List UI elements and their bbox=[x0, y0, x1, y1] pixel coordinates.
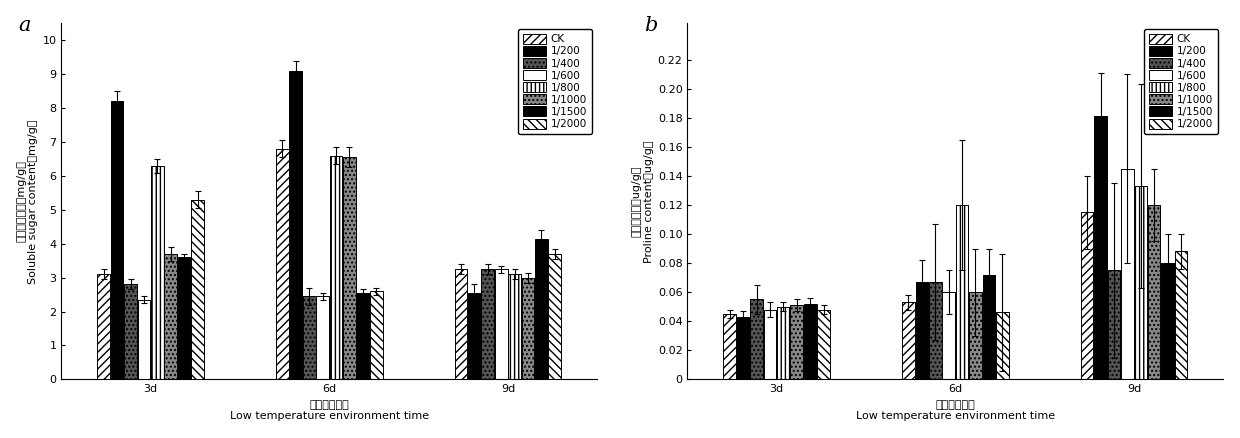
Y-axis label: 脂氨酸含量（ug/g）
Proline content（ug/g）: 脂氨酸含量（ug/g） Proline content（ug/g） bbox=[632, 140, 653, 263]
Bar bbox=[191, 200, 203, 379]
Bar bbox=[1121, 169, 1133, 379]
Bar bbox=[723, 314, 737, 379]
X-axis label: 低温环境时间
Low temperature environment time: 低温环境时间 Low temperature environment time bbox=[856, 400, 1055, 421]
Bar bbox=[970, 292, 982, 379]
Bar bbox=[790, 305, 804, 379]
Bar bbox=[303, 296, 315, 379]
Bar bbox=[343, 157, 356, 379]
Bar bbox=[548, 254, 562, 379]
Bar bbox=[804, 304, 817, 379]
Bar bbox=[956, 205, 968, 379]
Bar bbox=[467, 293, 481, 379]
Bar bbox=[481, 269, 495, 379]
Bar bbox=[929, 282, 941, 379]
Bar bbox=[522, 278, 534, 379]
Bar bbox=[277, 149, 289, 379]
Legend: CK, 1/200, 1/400, 1/600, 1/800, 1/1000, 1/1500, 1/2000: CK, 1/200, 1/400, 1/600, 1/800, 1/1000, … bbox=[518, 28, 591, 134]
Bar bbox=[1094, 117, 1107, 379]
Text: b: b bbox=[645, 16, 658, 35]
Bar bbox=[817, 310, 830, 379]
Bar bbox=[289, 71, 303, 379]
Bar bbox=[996, 312, 1008, 379]
Bar bbox=[1107, 270, 1120, 379]
Bar bbox=[1174, 251, 1187, 379]
Bar bbox=[750, 300, 763, 379]
Bar bbox=[534, 239, 548, 379]
Text: a: a bbox=[19, 16, 31, 35]
Bar bbox=[1161, 263, 1174, 379]
Bar bbox=[165, 254, 177, 379]
Bar bbox=[915, 282, 929, 379]
Bar bbox=[777, 307, 790, 379]
Bar bbox=[982, 275, 996, 379]
Bar bbox=[316, 296, 329, 379]
Bar bbox=[1081, 212, 1094, 379]
Bar bbox=[1135, 186, 1147, 379]
Y-axis label: 可溶性糖含量（mg/g）
Soluble sugar content（mg/g）: 可溶性糖含量（mg/g） Soluble sugar content（mg/g） bbox=[16, 119, 38, 284]
Bar bbox=[508, 274, 521, 379]
Bar bbox=[177, 257, 191, 379]
Bar bbox=[98, 274, 110, 379]
Bar bbox=[110, 101, 124, 379]
X-axis label: 低温环境时间
Low temperature environment time: 低温环境时间 Low temperature environment time bbox=[229, 400, 429, 421]
Bar bbox=[764, 310, 776, 379]
Bar bbox=[737, 317, 750, 379]
Bar bbox=[370, 291, 382, 379]
Bar bbox=[903, 302, 915, 379]
Bar bbox=[151, 166, 164, 379]
Bar bbox=[495, 269, 507, 379]
Bar bbox=[455, 269, 467, 379]
Legend: CK, 1/200, 1/400, 1/600, 1/800, 1/1000, 1/1500, 1/2000: CK, 1/200, 1/400, 1/600, 1/800, 1/1000, … bbox=[1145, 28, 1218, 134]
Bar bbox=[124, 284, 136, 379]
Bar bbox=[942, 292, 955, 379]
Bar bbox=[1148, 205, 1161, 379]
Bar bbox=[356, 293, 370, 379]
Bar bbox=[330, 155, 342, 379]
Bar bbox=[138, 300, 150, 379]
